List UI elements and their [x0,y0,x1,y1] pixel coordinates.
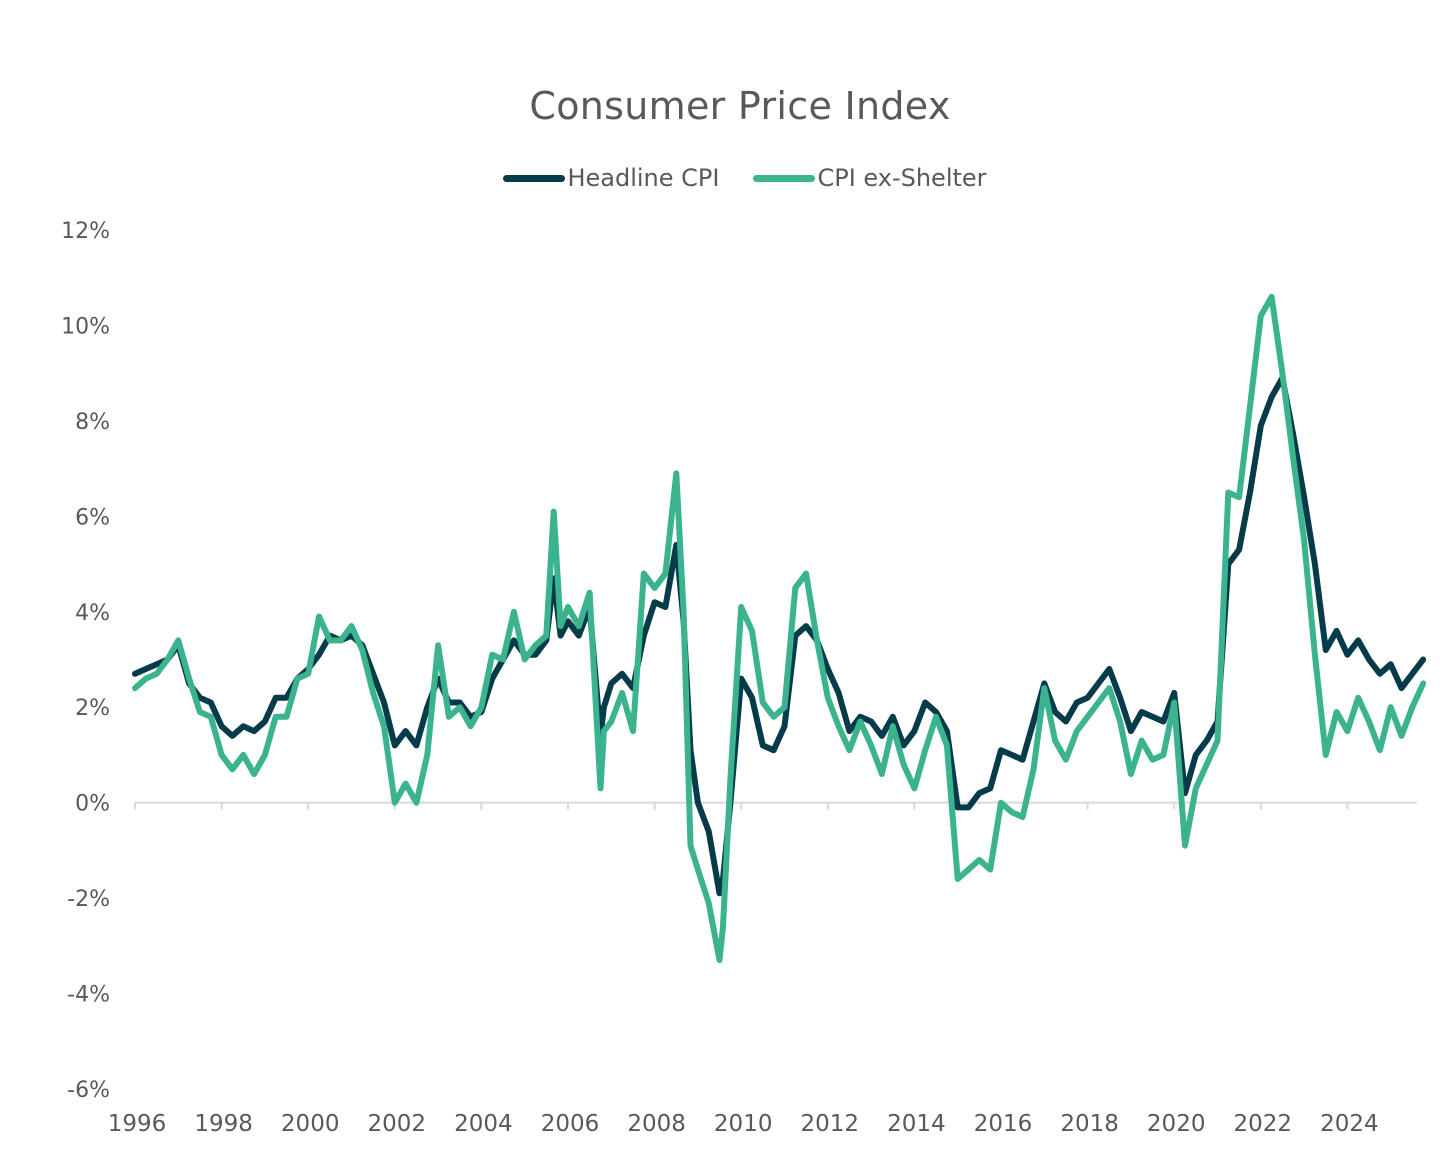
x-tick-label: 2016 [974,1111,1033,1137]
legend-item-cpi-ex-shelter[interactable]: CPI ex-Shelter [753,164,987,192]
legend-swatch-headline-cpi [503,174,566,182]
x-tick-label: 1996 [108,1111,167,1137]
y-tick-label: 12% [61,219,110,244]
legend-item-headline-cpi[interactable]: Headline CPI [503,164,719,192]
y-tick-label: 0% [75,792,110,817]
x-tick-label: 2012 [801,1111,860,1137]
x-tick-label: 2022 [1234,1111,1293,1137]
series-group [132,293,1427,964]
x-tick-label: 2024 [1320,1111,1379,1137]
y-tick-label: -2% [67,887,110,912]
x-tick-label: 2014 [887,1111,946,1137]
x-tick-label: 2008 [627,1111,686,1137]
y-tick-label: 10% [61,314,110,339]
y-tick-label: 2% [75,696,110,721]
legend-swatch-cpi-ex-shelter [753,174,816,182]
y-tick-label: 4% [75,601,110,626]
y-tick-label: 8% [75,410,110,435]
x-axis: 1996 1998 2000 2002 2004 2006 2008 2010 2012 2014… [108,801,1417,1137]
legend-label-cpi-ex-shelter: CPI ex-Shelter [817,164,987,192]
x-tick-label: 2006 [541,1111,600,1137]
series-line-cpi-ex-shelter [132,293,1427,964]
x-tick-label: 1998 [194,1111,253,1137]
x-tick-label: 2000 [281,1111,340,1137]
y-tick-label: -6% [67,1078,110,1103]
y-tick-label: -4% [67,983,110,1008]
chart-title: Consumer Price Index [529,84,951,128]
y-axis: -6% -4% -2% 0% 2% 4% 6% 8% 10% 12% [61,219,110,1103]
x-tick-label: 2018 [1060,1111,1119,1137]
legend: Headline CPI CPI ex-Shelter [0,164,1452,192]
x-tick-label: 2020 [1147,1111,1206,1137]
x-tick-label: 2002 [368,1111,427,1137]
x-tick-label: 2004 [454,1111,513,1137]
y-tick-label: 6% [75,505,110,530]
legend-label-headline-cpi: Headline CPI [567,164,720,192]
x-tick-label: 2010 [714,1111,773,1137]
